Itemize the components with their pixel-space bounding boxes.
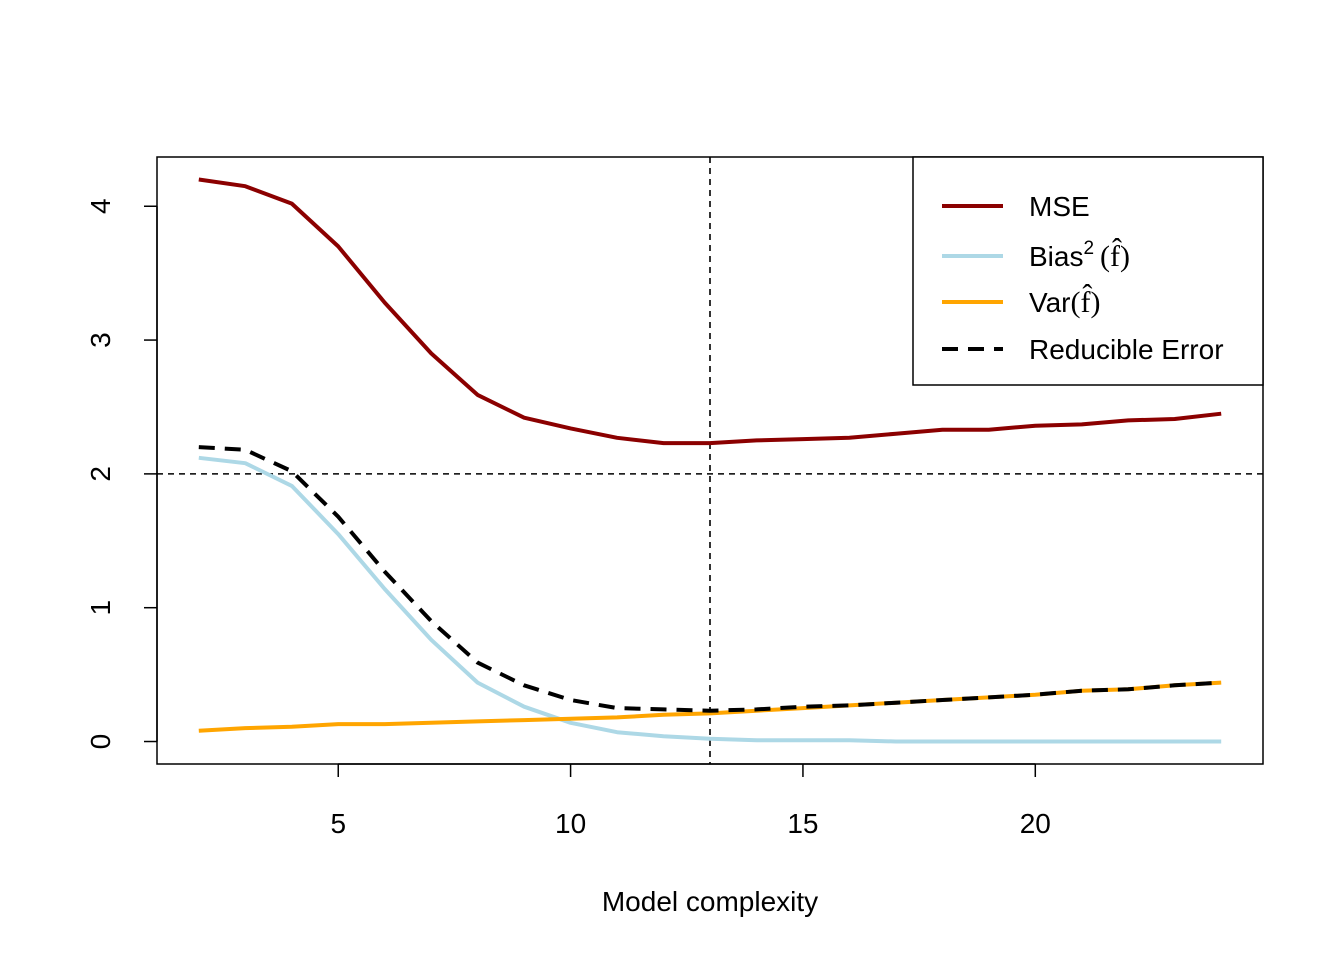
y-tick-label: 0: [85, 734, 116, 750]
x-axis: 5 10 15 20: [330, 763, 1051, 839]
legend-label-mse: MSE: [1029, 191, 1090, 222]
legend-mse-name: MSE: [1029, 191, 1090, 222]
legend-label-bias: Bias2 (f̂): [1029, 238, 1130, 273]
y-axis: 0 1 2 3 4: [85, 198, 158, 750]
legend-label-reducible-error: Reducible Error: [1029, 334, 1224, 365]
x-axis-title: Model complexity: [602, 886, 818, 917]
legend-var-math: (f̂): [1071, 284, 1101, 319]
y-tick-label: 3: [85, 332, 116, 348]
y-tick-label: 1: [85, 600, 116, 616]
y-tick-label: 2: [85, 466, 116, 482]
x-tick-label: 5: [330, 808, 346, 839]
legend-reducible-error-name: Reducible Error: [1029, 334, 1224, 365]
x-tick-label: 20: [1020, 808, 1051, 839]
series-line-reducible-error: [198, 445, 1222, 713]
reference-lines: [157, 157, 1263, 764]
series-layer: [198, 177, 1222, 744]
legend-bias-superscript: 2: [1083, 238, 1094, 259]
legend-bias-math: (f̂): [1100, 238, 1130, 273]
legend-var-name: Var: [1029, 287, 1071, 318]
x-tick-label: 10: [555, 808, 586, 839]
x-tick-label: 15: [787, 808, 818, 839]
legend-label-var: Var(f̂): [1029, 284, 1100, 319]
legend-bias-name: Bias: [1029, 241, 1083, 272]
y-tick-label: 4: [85, 198, 116, 214]
series-line-mse: [198, 177, 1222, 446]
series-line-bias: [198, 455, 1222, 744]
legend: MSE Bias2 (f̂) Var(f̂) Reducible Error: [912, 156, 1264, 386]
